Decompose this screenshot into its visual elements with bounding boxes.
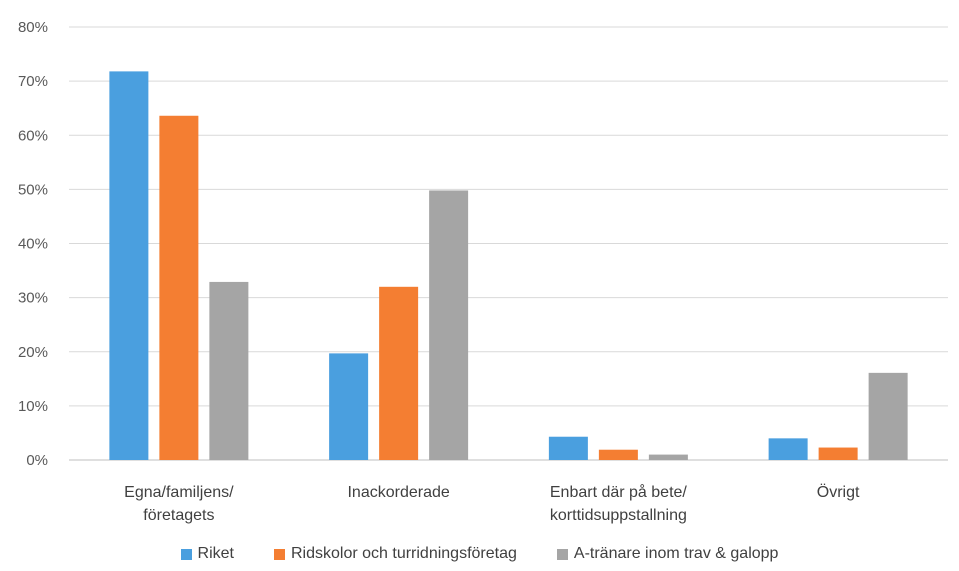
legend: Riket Ridskolor och turridningsföretag A… [0,545,959,563]
legend-item-ridskolor: Ridskolor och turridningsföretag [274,545,517,563]
legend-swatch-riket [180,548,192,560]
y-tick-label: 20% [18,344,48,361]
legend-label-ridskolor: Ridskolor och turridningsföretag [291,545,517,562]
y-tick-label: 70% [18,73,48,90]
legend-swatch-ridskolor [274,548,285,560]
bar [868,372,908,460]
legend-item-riket: Riket [180,545,234,563]
y-tick-label: 10% [18,398,48,415]
bar [598,449,638,460]
bar [429,190,469,460]
x-tick-label: Egna/familjens/företagets [124,484,234,524]
bar [768,438,808,460]
legend-label-riket: Riket [197,545,234,562]
x-tick-label: Övrigt [817,483,860,501]
x-tick-label: Enbart där på bete/korttidsuppstallning [550,483,688,524]
bar [379,286,419,460]
bar [548,436,588,460]
bar [209,281,249,460]
y-tick-label: 30% [18,290,48,307]
legend-item-a-tranare: A-tränare inom trav & galopp [556,545,779,563]
bar [329,353,369,460]
y-tick-label: 50% [18,181,48,198]
y-tick-label: 40% [18,236,48,253]
y-tick-label: 0% [26,452,48,469]
x-tick-label: Inackorderade [347,484,449,501]
bar [109,71,149,460]
bar [818,447,858,460]
bar-chart: 0% 10% 20% 30% 40% 50% 60% 70% 80% Egna/familjens… [18,19,948,524]
y-tick-label: 60% [18,127,48,144]
bar [159,115,199,460]
bar [648,454,688,460]
legend-swatch-a-tranare [556,548,568,560]
legend-label-a-tranare: A-tränare inom trav & galopp [573,545,779,562]
y-tick-label: 80% [18,19,48,36]
